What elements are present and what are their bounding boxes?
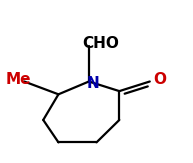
Text: O: O — [153, 72, 166, 87]
Text: CHO: CHO — [82, 36, 119, 51]
Text: Me: Me — [6, 72, 31, 87]
Text: N: N — [86, 76, 99, 91]
